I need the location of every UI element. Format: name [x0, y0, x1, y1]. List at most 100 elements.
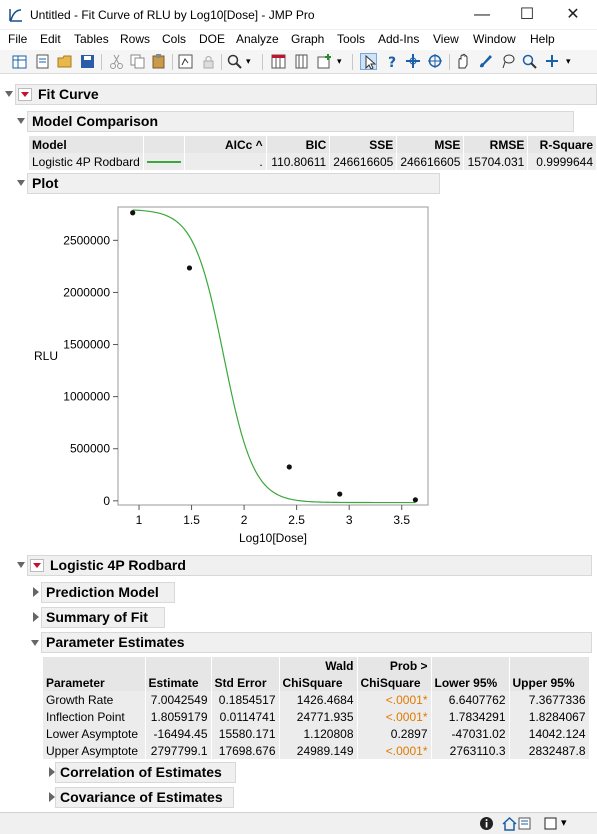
- search-dropdown-icon[interactable]: ▾: [246, 56, 251, 66]
- correlation-header[interactable]: Correlation of Estimates: [55, 762, 236, 783]
- sse-cell: 246616605: [329, 153, 398, 170]
- copy-icon[interactable]: [129, 53, 146, 70]
- chisq-cell: 24989.149: [279, 742, 358, 759]
- summary-of-fit-title: Summary of Fit: [46, 609, 148, 625]
- hand-tool-icon[interactable]: [455, 53, 472, 70]
- col-aicc[interactable]: AICc ^: [184, 136, 267, 153]
- summary-of-fit-disclosure-icon[interactable]: [33, 612, 39, 622]
- crosshair-tool-icon[interactable]: [427, 53, 444, 70]
- parameter-estimates-header[interactable]: Parameter Estimates: [41, 632, 592, 653]
- window-list-icon[interactable]: [517, 816, 532, 831]
- menu-tools[interactable]: Tools: [337, 32, 366, 46]
- toolbar-overflow-icon[interactable]: ▾: [566, 56, 571, 66]
- menu-graph[interactable]: Graph: [291, 32, 325, 46]
- legend-line-icon: [146, 161, 181, 163]
- data-point[interactable]: [412, 497, 418, 503]
- save-icon[interactable]: [79, 53, 96, 70]
- open-folder-icon[interactable]: [57, 53, 74, 70]
- model-comparison-disclosure-icon[interactable]: [17, 118, 25, 124]
- col-model: Model: [29, 136, 144, 153]
- lock-icon[interactable]: [200, 53, 217, 70]
- status-bar: ▾: [0, 812, 597, 834]
- zoom-tool-icon[interactable]: [521, 53, 538, 70]
- svg-text:?: ?: [388, 55, 396, 70]
- maximize-button[interactable]: ☐: [519, 6, 535, 23]
- arrow-tool-icon[interactable]: [360, 53, 377, 70]
- data-point[interactable]: [130, 210, 136, 216]
- plot-header[interactable]: Plot: [27, 173, 440, 194]
- journal-icon[interactable]: [177, 53, 194, 70]
- correlation-disclosure-icon[interactable]: [49, 767, 55, 777]
- data-point[interactable]: [186, 265, 193, 271]
- prob-cell: <.0001*: [357, 742, 432, 759]
- info-icon[interactable]: [479, 816, 494, 831]
- menu-rows[interactable]: Rows: [120, 32, 151, 46]
- x-tick-label: 2.5: [288, 513, 305, 527]
- col-wald-chisquare: ChiSquare: [279, 674, 358, 691]
- cut-icon[interactable]: [108, 53, 125, 70]
- toolbar-separator: [262, 54, 263, 70]
- close-button[interactable]: ✕: [566, 6, 580, 23]
- parameter-estimates-table: Wald Prob > Parameter Estimate Std Error…: [43, 657, 590, 759]
- stderr-cell: 17698.676: [211, 742, 280, 759]
- stderr-cell: 0.1854517: [211, 691, 280, 708]
- legend-cell: [143, 153, 185, 170]
- home-icon[interactable]: [502, 816, 517, 831]
- y-tick-label: 2500000: [63, 233, 110, 247]
- logistic-red-triangle-icon[interactable]: [30, 559, 44, 572]
- search-icon[interactable]: [226, 53, 243, 70]
- covariance-disclosure-icon[interactable]: [49, 792, 55, 802]
- add-table-dropdown-icon[interactable]: ▾: [337, 56, 342, 66]
- hdr-top-blank: [509, 657, 590, 674]
- window-square-icon[interactable]: [544, 817, 557, 830]
- menu-doe[interactable]: DOE: [199, 32, 226, 46]
- plot-disclosure-icon[interactable]: [17, 180, 25, 186]
- menu-add-ins[interactable]: Add-Ins: [378, 32, 420, 46]
- rsquare-cell: 0.9999644: [527, 153, 597, 170]
- menu-edit[interactable]: Edit: [40, 32, 61, 46]
- add-table-icon[interactable]: [316, 53, 333, 70]
- hdr-prob: Prob >: [357, 657, 432, 674]
- data-point[interactable]: [286, 464, 292, 470]
- hdr-wald: Wald: [279, 657, 358, 674]
- col-bic: BIC: [266, 136, 331, 153]
- summary-of-fit-header[interactable]: Summary of Fit: [41, 607, 165, 628]
- prediction-model-disclosure-icon[interactable]: [33, 587, 39, 597]
- data-point[interactable]: [337, 491, 343, 497]
- parameter-estimates-disclosure-icon[interactable]: [31, 640, 39, 646]
- selection-tool-icon[interactable]: [405, 53, 422, 70]
- y-tick-label: 500000: [70, 442, 110, 456]
- model-comparison-header[interactable]: Model Comparison: [27, 111, 574, 132]
- prediction-model-header[interactable]: Prediction Model: [41, 582, 175, 603]
- col-upper-95: Upper 95%: [509, 674, 590, 691]
- logistic-disclosure-icon[interactable]: [17, 562, 25, 568]
- menu-view[interactable]: View: [433, 32, 459, 46]
- table-row: Logistic 4P Rodbard . 110.80611 24661660…: [29, 153, 597, 170]
- title-bar: Untitled - Fit Curve of RLU by Log10[Dos…: [0, 0, 597, 30]
- paste-icon[interactable]: [150, 53, 167, 70]
- y-tick-label: 1500000: [63, 338, 110, 352]
- y-tick-label: 1000000: [63, 390, 110, 404]
- minimize-button[interactable]: —: [474, 6, 490, 23]
- crosshair-plus-icon[interactable]: [544, 53, 561, 70]
- fit-curve-header[interactable]: Fit Curve: [15, 84, 597, 105]
- fit-curve-disclosure-icon[interactable]: [5, 91, 13, 97]
- logistic-header[interactable]: Logistic 4P Rodbard: [27, 555, 592, 576]
- menu-help[interactable]: Help: [530, 32, 555, 46]
- covariance-header[interactable]: Covariance of Estimates: [55, 787, 234, 808]
- new-data-table-icon[interactable]: [11, 53, 28, 70]
- menu-tables[interactable]: Tables: [74, 32, 109, 46]
- new-script-icon[interactable]: [34, 53, 51, 70]
- menu-analyze[interactable]: Analyze: [236, 32, 279, 46]
- fit-curve-red-triangle-icon[interactable]: [18, 88, 32, 101]
- brush-tool-icon[interactable]: [477, 53, 494, 70]
- window-dropdown-icon[interactable]: ▾: [561, 817, 567, 829]
- lasso-tool-icon[interactable]: [500, 53, 517, 70]
- col-std-error: Std Error: [211, 674, 280, 691]
- data-grid-icon[interactable]: [270, 53, 287, 70]
- column-info-icon[interactable]: [293, 53, 310, 70]
- menu-cols[interactable]: Cols: [162, 32, 187, 46]
- menu-window[interactable]: Window: [473, 32, 516, 46]
- help-tool-icon[interactable]: ?: [384, 53, 401, 70]
- menu-file[interactable]: File: [8, 32, 28, 46]
